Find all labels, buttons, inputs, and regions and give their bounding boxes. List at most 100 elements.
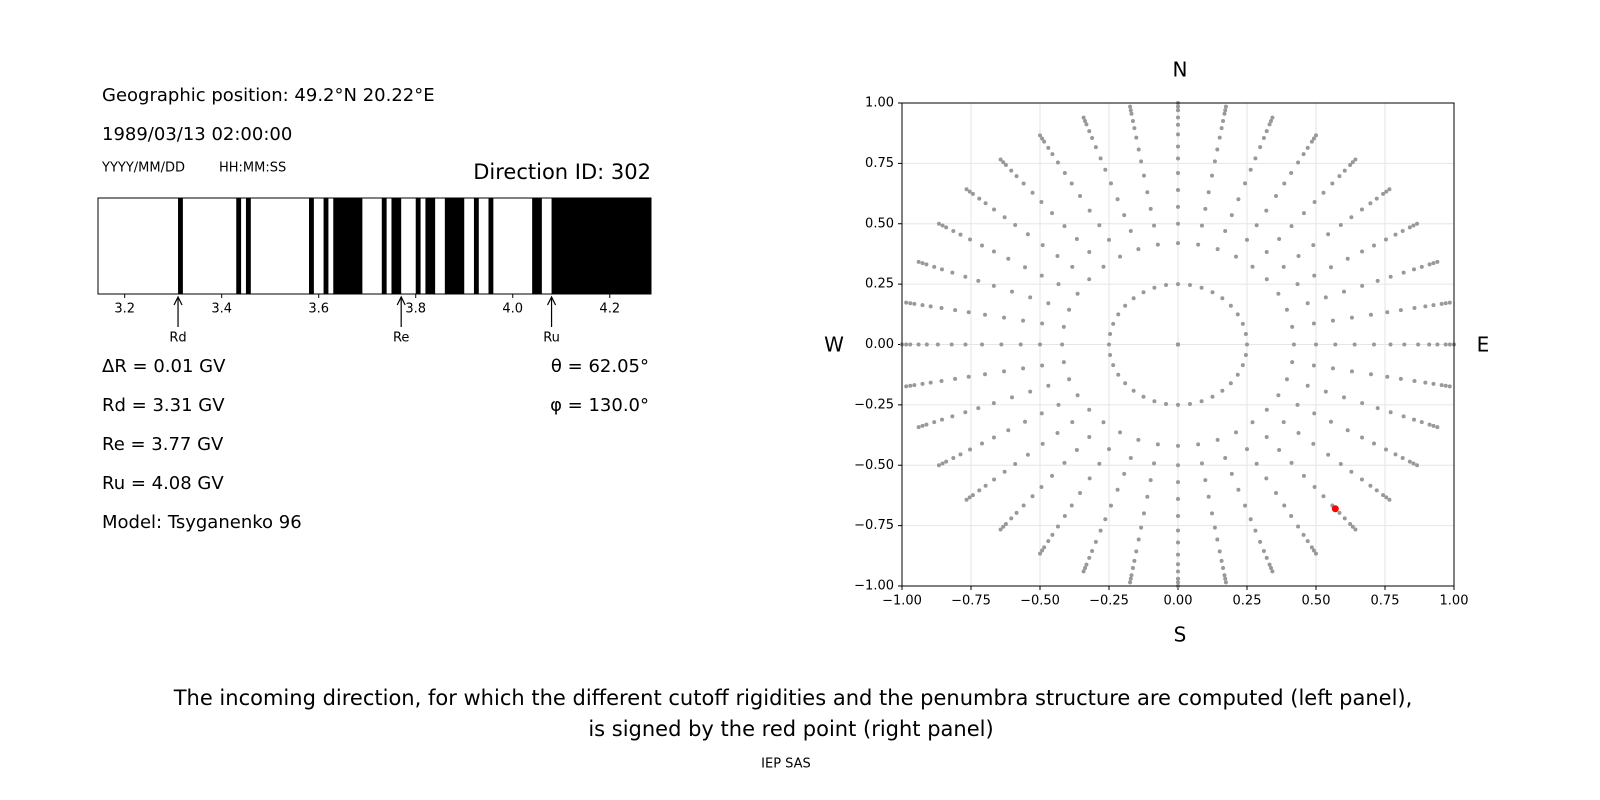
- direction-point: [1199, 285, 1204, 290]
- direction-point: [1349, 369, 1354, 374]
- direction-point: [1248, 517, 1253, 522]
- direction-point: [1075, 393, 1080, 398]
- direction-point: [1152, 399, 1157, 404]
- direction-point: [1400, 456, 1405, 461]
- direction-point: [1268, 118, 1273, 123]
- direction-point: [1145, 190, 1150, 195]
- plot-frame: [901, 102, 1455, 587]
- direction-point: [1435, 425, 1440, 430]
- direction-point: [1176, 115, 1180, 120]
- direction-point: [1289, 224, 1294, 229]
- direction-point: [1081, 569, 1086, 574]
- direction-point: [1087, 129, 1092, 134]
- direction-point: [1330, 181, 1335, 186]
- direction-point: [1348, 521, 1353, 526]
- direction-point: [1040, 243, 1045, 248]
- direction-point: [1129, 111, 1134, 116]
- y-tick-label: 0.25: [865, 277, 894, 292]
- direction-point: [1447, 342, 1452, 347]
- direction-point: [1236, 487, 1241, 492]
- direction-point: [1069, 503, 1074, 508]
- direction-point: [976, 406, 981, 411]
- direction-point: [1245, 237, 1249, 242]
- direction-point: [1139, 525, 1144, 530]
- direction-point: [1001, 160, 1006, 165]
- y-tick-label: 0.75: [865, 156, 894, 171]
- x-tick-label: −0.75: [951, 594, 991, 609]
- direction-point: [1203, 206, 1208, 211]
- direction-point: [1040, 321, 1045, 326]
- direction-point: [1014, 174, 1019, 179]
- direction-point: [939, 306, 944, 311]
- direction-point: [940, 461, 945, 466]
- arrow-head: [396, 295, 406, 306]
- direction-point: [1350, 524, 1355, 529]
- direction-point: [1311, 136, 1316, 141]
- direction-point: [1176, 540, 1180, 545]
- direction-point: [920, 381, 925, 386]
- direction-point: [1039, 273, 1044, 278]
- direction-point: [1196, 242, 1201, 247]
- direction-point: [912, 383, 917, 388]
- direction-point: [1009, 516, 1014, 521]
- direction-point: [1423, 304, 1428, 309]
- direction-point: [1431, 381, 1436, 386]
- penumbra-band: [309, 198, 314, 294]
- cutoff-label: Re: [393, 331, 409, 346]
- direction-point: [1368, 312, 1373, 317]
- direction-point: [1407, 459, 1412, 464]
- direction-point: [920, 423, 925, 428]
- direction-point: [1176, 108, 1180, 113]
- direction-point: [968, 237, 973, 242]
- direction-point: [970, 493, 975, 498]
- penumbra-band: [178, 198, 183, 294]
- direction-point: [1276, 393, 1281, 398]
- penumbra-band: [323, 198, 329, 294]
- direction-point: [1360, 401, 1365, 406]
- direction-point: [1427, 262, 1432, 267]
- direction-point: [1314, 551, 1318, 556]
- direction-point: [1222, 111, 1227, 116]
- direction-point: [1006, 428, 1011, 433]
- direction-point: [991, 249, 996, 254]
- direction-point: [1270, 569, 1275, 574]
- direction-point: [1075, 291, 1080, 296]
- direction-point: [1028, 389, 1033, 394]
- direction-point: [1107, 237, 1111, 242]
- direction-point: [1295, 402, 1300, 407]
- direction-point: [1217, 549, 1222, 554]
- direction-point: [1295, 282, 1300, 287]
- direction-point: [1136, 537, 1141, 542]
- direction-point: [1235, 372, 1240, 377]
- direction-point: [1264, 277, 1269, 282]
- direction-point: [1419, 420, 1424, 425]
- direction-point: [1398, 308, 1403, 313]
- direction-point: [1309, 545, 1314, 550]
- direction-point: [1312, 200, 1317, 205]
- direction-point: [1116, 372, 1121, 377]
- direction-point: [1152, 285, 1157, 290]
- direction-point: [1375, 406, 1380, 411]
- direction-point: [1164, 401, 1169, 406]
- direction-point: [1368, 372, 1373, 377]
- date-format: YYYY/MM/DD: [101, 161, 185, 176]
- direction-point: [1021, 503, 1026, 508]
- direction-point: [1141, 290, 1146, 295]
- direction-point: [912, 301, 917, 306]
- direction-point: [939, 417, 944, 422]
- direction-point: [1267, 122, 1272, 127]
- direction-point: [1010, 395, 1015, 400]
- direction-point: [1098, 528, 1103, 533]
- direction-point: [1078, 490, 1083, 495]
- direction-point: [1107, 447, 1111, 452]
- x-tick-label: 4.0: [502, 302, 523, 317]
- direction-point: [1223, 455, 1228, 460]
- direction-point: [1067, 377, 1072, 382]
- direction-point: [1311, 548, 1316, 553]
- direction-point: [1176, 122, 1180, 127]
- direction-point: [1443, 301, 1448, 306]
- direction-point: [1353, 527, 1358, 532]
- direction-point: [1305, 539, 1310, 544]
- direction-point: [1261, 135, 1266, 140]
- direction-point: [1130, 118, 1135, 123]
